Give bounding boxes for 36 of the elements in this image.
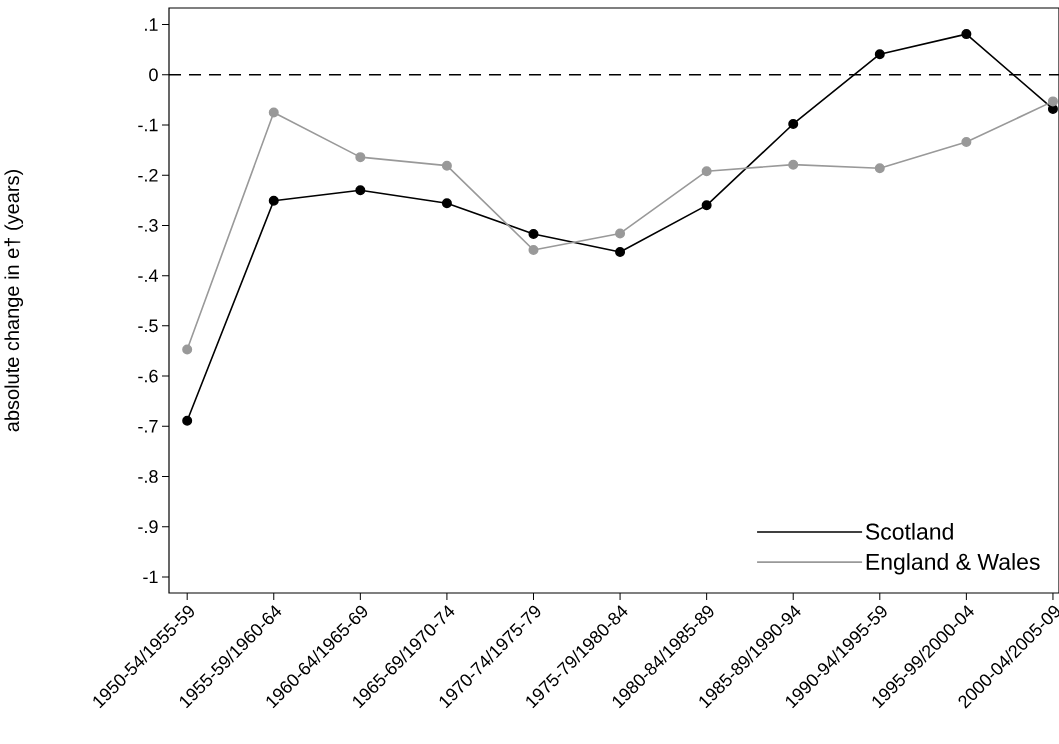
point: [788, 118, 799, 129]
legend-label: England & Wales: [866, 553, 1040, 575]
point: [701, 200, 712, 211]
point: [182, 415, 193, 426]
y-tick-label: -.4: [138, 269, 158, 282]
y-tick-label: -.7: [138, 420, 158, 433]
y-axis-title: absolute change in e† (years): [4, 170, 24, 432]
point: [615, 228, 626, 239]
point: [874, 163, 885, 174]
point: [268, 107, 279, 118]
point: [1047, 96, 1058, 107]
point: [441, 198, 452, 209]
point: [441, 160, 452, 171]
y-tick-label: 0: [149, 68, 158, 82]
y-tick-label: -.1: [138, 118, 158, 132]
point: [961, 29, 972, 40]
y-tick-label: -1: [143, 570, 158, 584]
y-tick-label: -.6: [138, 369, 158, 383]
y-tick-label: -.5: [138, 319, 158, 333]
point: [615, 247, 626, 258]
y-tick-label: -.2: [138, 168, 158, 182]
y-tick-label: -.8: [138, 470, 158, 483]
point: [355, 185, 366, 196]
point: [355, 152, 366, 163]
legend-label: Scotland: [865, 522, 953, 540]
point: [788, 159, 799, 170]
point: [268, 195, 279, 206]
point: [961, 137, 972, 148]
y-tick-label: .1: [145, 18, 158, 31]
y-tick-label: -.9: [138, 520, 158, 534]
y-tick-label: -.3: [138, 219, 158, 232]
point: [528, 228, 539, 239]
point: [182, 344, 193, 355]
point: [528, 245, 539, 256]
point: [874, 49, 885, 60]
point: [701, 166, 712, 177]
